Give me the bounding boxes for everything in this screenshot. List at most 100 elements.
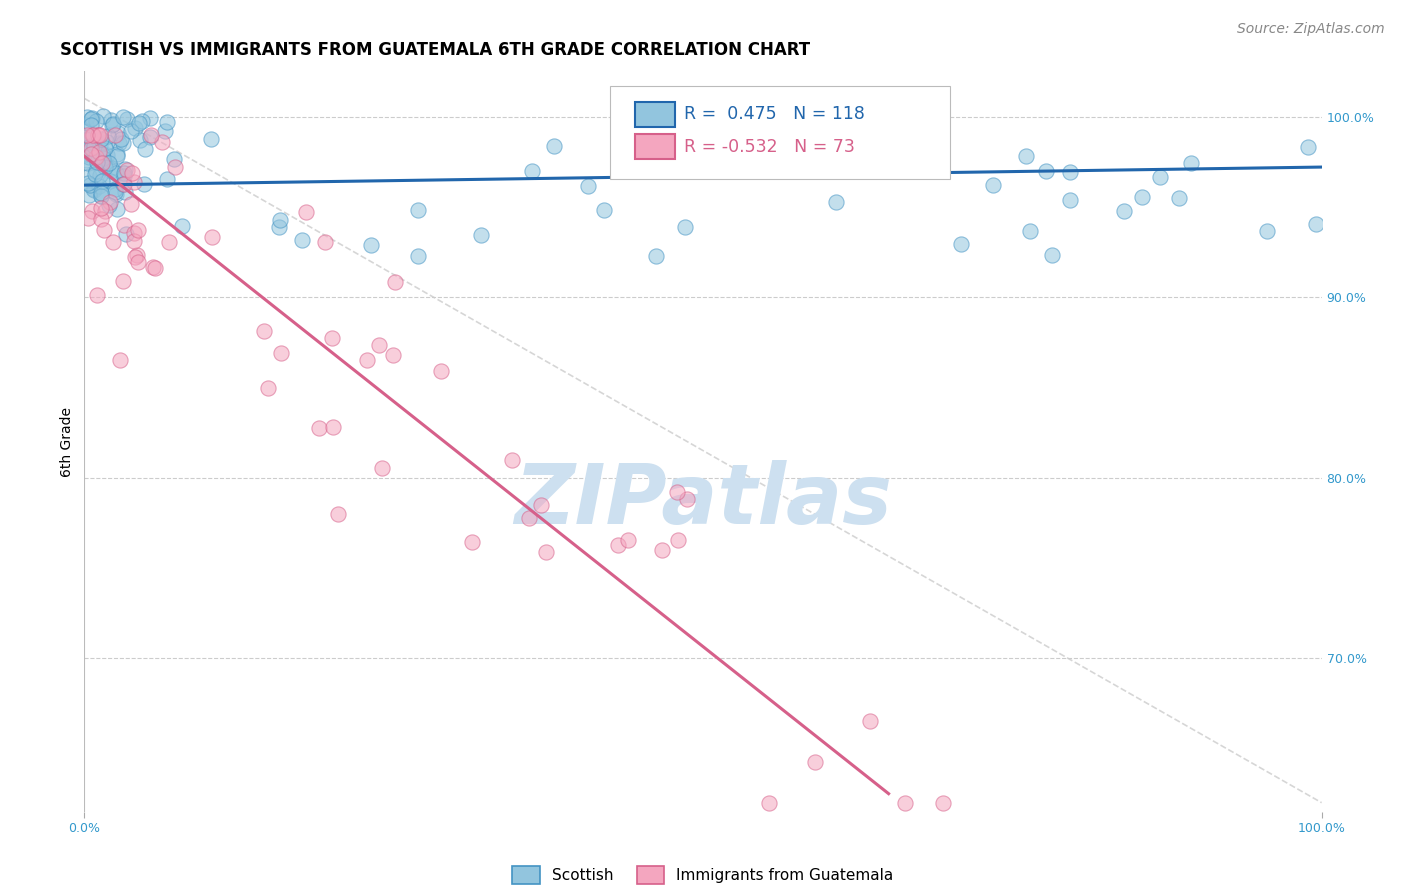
Point [105,187,128,202]
Point [326,507,349,521]
Point [105,147,128,161]
Point [90,132,112,146]
Point [322,420,344,434]
Point [105,149,128,163]
Point [90,189,112,203]
Point [543,139,565,153]
Point [90,147,112,161]
Point [120,196,142,211]
Point [108,352,131,367]
Point [75,147,97,161]
Point [153,124,176,138]
Point [294,205,316,219]
Point [1167,191,1189,205]
Point [666,484,689,499]
Point [382,348,405,362]
Point [94,160,117,174]
Point [89,155,111,169]
Point [104,128,127,142]
Point [1040,248,1063,262]
Point [77,141,100,155]
Point [517,511,540,525]
Point [1019,224,1042,238]
Point [134,142,156,156]
Point [1035,163,1057,178]
Point [1298,140,1320,154]
Y-axis label: 6th Grade: 6th Grade [60,407,75,476]
Point [89,145,111,159]
Point [430,364,453,378]
Point [86,128,108,142]
Point [86,164,108,178]
Point [89,128,111,142]
Point [82,128,104,142]
FancyBboxPatch shape [610,87,950,178]
Point [360,237,382,252]
Point [112,110,135,124]
Point [80,147,103,161]
Point [79,169,101,184]
Point [894,796,917,810]
Point [131,114,153,128]
Point [82,181,104,195]
Point [1059,193,1081,207]
Point [308,420,330,434]
Point [114,227,136,241]
Point [101,235,124,250]
Point [112,177,135,191]
Point [606,538,628,552]
Point [76,176,98,190]
Point [470,227,492,242]
Point [125,248,148,262]
Point [89,137,111,152]
Text: R = -0.532   N = 73: R = -0.532 N = 73 [685,138,855,156]
Point [650,542,672,557]
Point [90,186,112,201]
Point [104,166,127,180]
Point [105,202,128,217]
Point [79,138,101,153]
Point [949,236,972,251]
Point [593,202,616,217]
Point [406,249,429,263]
Point [75,119,97,133]
Point [98,156,121,170]
Point [269,212,291,227]
Point [128,255,150,269]
Point [170,219,193,234]
Point [87,128,110,142]
Point [77,149,100,163]
Point [534,545,557,559]
Point [75,153,97,168]
Point [112,166,135,180]
Point [80,118,103,132]
Point [270,346,292,360]
Point [86,154,108,169]
Point [1149,169,1171,184]
Point [124,250,146,264]
Point [90,201,112,215]
Point [804,755,827,769]
Point [76,110,98,124]
Point [859,714,882,728]
Point [83,184,105,198]
Point [122,226,145,240]
Point [661,164,683,178]
Point [1114,203,1136,218]
Point [253,325,276,339]
Point [112,169,135,184]
Point [112,177,135,191]
Text: ZIPatlas: ZIPatlas [515,460,891,541]
Point [104,182,127,196]
Point [1180,155,1202,169]
Point [112,218,135,232]
Point [121,166,143,180]
Point [84,113,107,128]
Point [93,223,115,237]
Point [200,132,222,146]
Point [76,211,98,226]
Point [257,381,280,395]
Point [82,128,104,142]
Point [384,275,406,289]
Point [100,113,122,128]
